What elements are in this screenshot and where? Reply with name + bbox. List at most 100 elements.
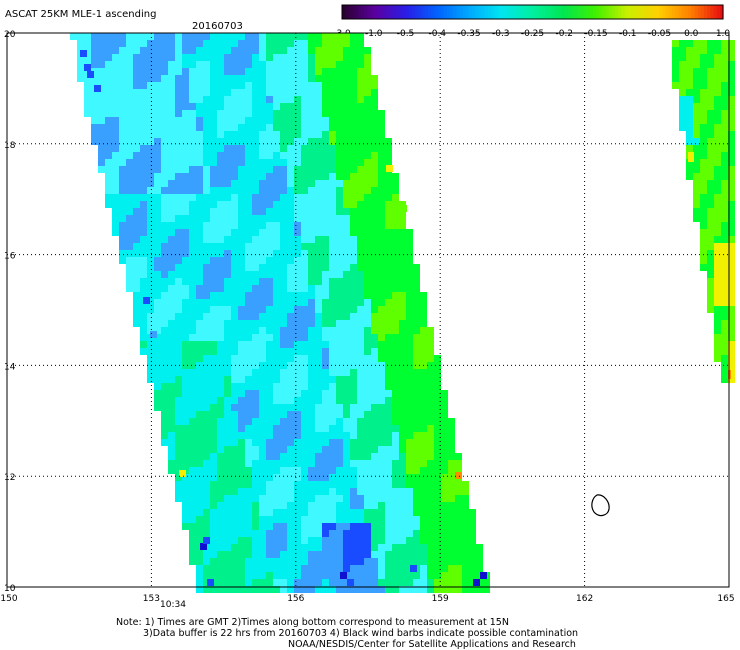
swath-cell [399,544,406,551]
swath-cell [231,320,238,327]
swath-cell [175,488,182,495]
swath-cell [210,523,217,530]
colorbar-segment [548,5,553,19]
swath-cell [357,187,364,194]
swath-cell [280,152,287,159]
swath-cell [441,425,448,432]
swath-cell [273,103,280,110]
colorbar-segment [465,5,470,19]
swath-cell [420,425,427,432]
swath-cell [385,530,392,537]
swath-cell [224,404,231,411]
swath-cell [168,439,175,446]
swath-cell [245,537,252,544]
swath-cell [238,411,245,418]
swath-cell [266,439,273,446]
swath-cell [294,439,301,446]
swath-cell [238,124,245,131]
swath-cell [196,586,203,593]
swath-cell [441,397,448,404]
swath-cell [406,474,413,481]
swath-cell [280,103,287,110]
colorbar-segment [342,5,346,19]
swath-cell [364,390,371,397]
swath-cell [378,544,385,551]
swath-cell [371,159,378,166]
swath-cell [385,341,392,348]
swath-cell [350,488,357,495]
swath-cell [400,205,407,212]
swath-cell [378,264,385,271]
swath-cell [301,187,308,194]
swath-cell [259,397,266,404]
swath-cell [308,432,315,439]
swath-cell [266,369,273,376]
swath-cell [301,194,308,201]
swath-cell [693,54,700,61]
swath-cell [161,439,168,446]
swath-cell [189,54,196,61]
swath-cell [728,75,735,82]
swath-cell [200,543,207,550]
swath-cell [721,117,728,124]
swath-cell [385,159,392,166]
swath-cell [420,369,427,376]
swath-cell [672,61,679,68]
swath-cell [245,138,252,145]
swath-cell [721,68,728,75]
colorbar-segment [564,5,569,19]
swath-cell [119,215,126,222]
swath-cell [714,138,721,145]
swath-cell [140,187,147,194]
swath-cell [273,131,280,138]
swath-cell [294,306,301,313]
swath-cell [399,572,406,579]
swath-cell [182,271,189,278]
swath-cell [714,334,721,341]
swath-cell [189,432,196,439]
swath-cell [427,362,434,369]
swath-cell [336,47,343,54]
swath-cell [385,502,392,509]
swath-cell [112,194,119,201]
swath-cell [280,376,287,383]
swath-cell [189,453,196,460]
swath-cell [301,355,308,362]
swath-cell [385,537,392,544]
swath-cell [168,138,175,145]
swath-cell [259,537,266,544]
swath-cell [294,68,301,75]
x-tick-label: 159 [432,594,449,604]
swath-cell [399,306,406,313]
swath-cell [343,369,350,376]
swath-cell [105,82,112,89]
swath-cell [189,194,196,201]
swath-cell [133,54,140,61]
swath-cell [259,159,266,166]
swath-cell [420,299,427,306]
swath-cell [266,285,273,292]
swath-cell [714,243,721,250]
swath-cell [273,474,280,481]
swath-cell [154,250,161,257]
swath-cell [168,341,175,348]
swath-cell [385,425,392,432]
swath-cell [721,138,728,145]
swath-cell [224,355,231,362]
swath-cell [224,530,231,537]
swath-cell [175,460,182,467]
swath-cell [371,138,378,145]
swath-cell [231,110,238,117]
swath-cell [154,187,161,194]
swath-cell [287,404,294,411]
swath-cell [728,299,735,306]
colorbar-tick-label: -0.15 [584,29,607,39]
swath-cell [217,327,224,334]
swath-cell [133,103,140,110]
swath-cell [301,215,308,222]
swath-cell [203,152,210,159]
swath-cell [728,208,735,215]
swath-cell [322,355,329,362]
swath-cell [119,208,126,215]
swath-cell [217,208,224,215]
